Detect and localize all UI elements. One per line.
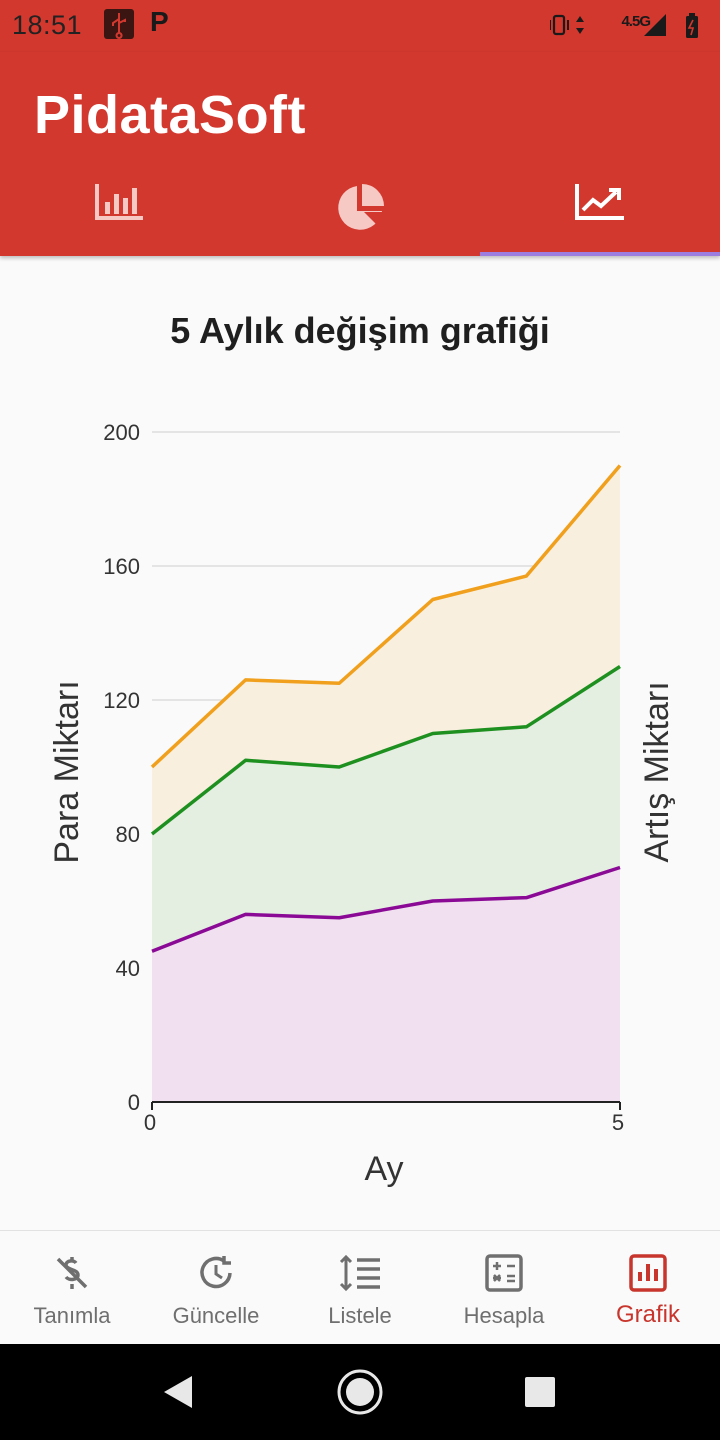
y-tick-label: 200 [103, 420, 140, 445]
y-tick-label: 120 [103, 688, 140, 713]
list-icon [339, 1254, 380, 1292]
tab-bar-chart[interactable] [0, 170, 240, 256]
area-chart: 0 40 80 120 160 200 0 5 Ay Para Miktarı Artış Mikt… [48, 420, 676, 1188]
chart-labels: 0 40 80 120 160 200 0 5 Ay Para Miktarı Artış Mikt… [48, 420, 676, 1188]
y-tick-label: 80 [116, 822, 140, 847]
vibrate-icon [550, 14, 569, 36]
data-arrows-icon [576, 16, 584, 34]
battery-icon [686, 13, 698, 38]
update-clock-icon [200, 1256, 232, 1289]
home-icon[interactable] [337, 1369, 383, 1415]
money-off-icon [56, 1257, 88, 1289]
series-line-0 [150, 464, 622, 769]
recents-icon[interactable] [525, 1377, 555, 1407]
p-notification-icon: P [150, 6, 169, 37]
nav-item-listele[interactable]: Listele [288, 1231, 432, 1345]
y-tick-label: 160 [103, 554, 140, 579]
y2-axis-title: Artış Miktarı [638, 681, 676, 862]
x-tick-label: 5 [612, 1110, 624, 1135]
chart-areas [152, 465, 620, 1102]
signal-icon [644, 14, 666, 36]
status-bar: 18:51 P 4.5G [0, 0, 720, 52]
series-area-2 [152, 867, 620, 1102]
pie-chart-icon [338, 184, 384, 230]
tab-pie-chart[interactable] [240, 170, 480, 256]
y-axis-title: Para Miktarı [48, 680, 86, 863]
system-navigation-bar [0, 1344, 720, 1440]
series-line-2 [151, 865, 621, 953]
chart-icon [629, 1254, 667, 1292]
app-bar: PidataSoft [0, 52, 720, 256]
tab-line-chart[interactable] [480, 170, 720, 256]
active-tab-indicator [480, 252, 720, 256]
y-tick-label: 0 [128, 1090, 140, 1115]
chart-lines [150, 464, 622, 953]
status-time: 18:51 [12, 10, 83, 40]
y-tick-label: 40 [116, 956, 140, 981]
chart-title: 5 Aylık değişim grafiği [170, 310, 550, 351]
x-axis-title: Ay [364, 1150, 403, 1188]
x-tick-label: 0 [144, 1110, 156, 1135]
nav-label-grafik: Grafik [615, 1301, 680, 1328]
nav-label-tanimla: Tanımla [33, 1303, 111, 1328]
bottom-navigation: Tanımla Güncelle Listele Hesapla Grafik [0, 1230, 720, 1344]
usb-icon [104, 9, 134, 39]
nav-item-hesapla[interactable]: Hesapla [432, 1231, 576, 1345]
bar-chart-icon [95, 184, 143, 220]
network-type-label: 4.5G [621, 13, 651, 30]
back-icon[interactable] [164, 1376, 192, 1408]
calculator-icon [485, 1254, 523, 1292]
nav-label-guncelle: Güncelle [172, 1303, 260, 1328]
series-line-1 [150, 665, 621, 836]
nav-item-guncelle[interactable]: Güncelle [144, 1231, 288, 1345]
nav-item-grafik[interactable]: Grafik [576, 1231, 720, 1345]
nav-item-tanimla[interactable]: Tanımla [0, 1231, 144, 1345]
nav-label-listele: Listele [328, 1303, 392, 1328]
nav-label-hesapla: Hesapla [463, 1303, 545, 1328]
line-chart-icon [575, 184, 624, 220]
app-title: PidataSoft [34, 85, 307, 145]
chart-axes [151, 1101, 621, 1110]
